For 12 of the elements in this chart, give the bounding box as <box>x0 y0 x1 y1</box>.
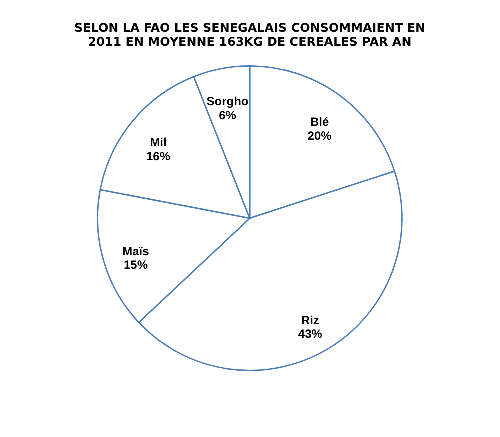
data-label: 20% <box>308 128 332 143</box>
slice-label: Blé <box>310 115 330 130</box>
slice-label: Riz <box>301 313 320 328</box>
text: 2011 EN MOYENNE 163KG DE CEREALES PAR AN <box>88 34 412 49</box>
data-label: 16% <box>146 149 171 164</box>
slice-label: Sorgho <box>206 94 249 109</box>
data-label: 15% <box>124 258 148 272</box>
data-label: 6% <box>219 108 237 122</box>
data-label: 43% <box>298 327 323 342</box>
slice-label: Mil <box>150 135 167 150</box>
text: SELON LA FAO LES SENEGALAIS CONSOMMAIENT EN <box>74 21 426 36</box>
slice-label: Maïs <box>122 244 150 258</box>
